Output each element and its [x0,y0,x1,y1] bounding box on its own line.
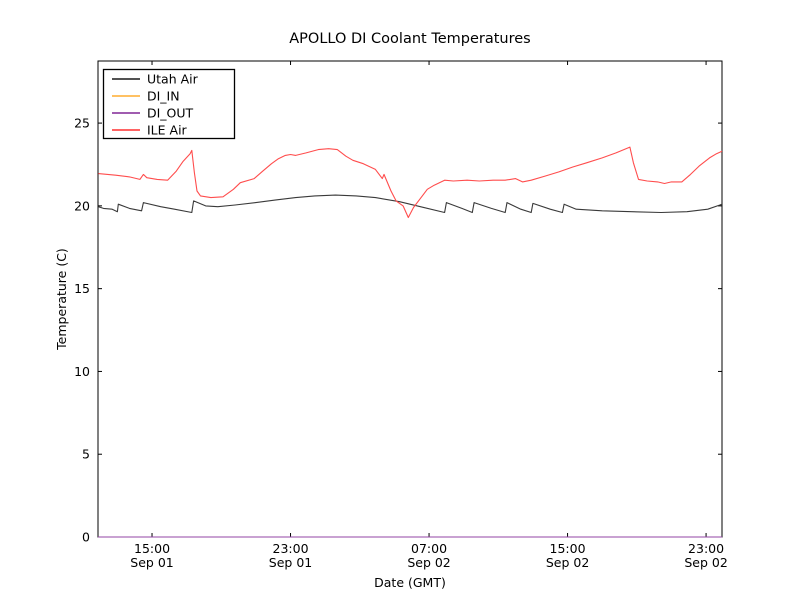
series-utah-air-line [98,194,723,214]
legend-label-utah-air: Utah Air [147,72,199,87]
x-tick-label-date: Sep 02 [684,555,727,570]
x-tick-label-time: 23:00 [273,541,309,556]
x-tick-label-date: Sep 02 [546,555,589,570]
legend: Utah Air DI_IN DI_OUT ILE Air [102,68,236,140]
y-axis: 0 5 10 15 20 25 [74,116,722,545]
y-tick-label: 15 [74,281,90,296]
y-tick-label: 25 [74,116,90,131]
y-tick-label: 10 [74,364,90,379]
y-tick-label: 20 [74,198,90,213]
x-tick-label-time: 07:00 [411,541,447,556]
y-axis-label: Temperature (C) [54,248,69,351]
legend-box [102,68,236,140]
legend-label-ile-air: ILE Air [147,123,188,138]
legend-label-di-in: DI_IN [147,89,180,104]
x-axis-label: Date (GMT) [374,575,446,590]
chart-title: APOLLO DI Coolant Temperatures [289,31,530,47]
x-tick-label-time: 23:00 [688,541,724,556]
x-tick-label-time: 15:00 [134,541,170,556]
x-tick-label-date: Sep 01 [269,555,312,570]
x-tick-label-date: Sep 01 [130,555,173,570]
x-tick-label-time: 15:00 [550,541,586,556]
legend-label-di-out: DI_OUT [147,106,194,121]
y-tick-label: 0 [82,530,90,545]
x-tick-label-date: Sep 02 [407,555,450,570]
series-ile-air-line [98,146,723,219]
y-tick-label: 5 [82,447,90,462]
